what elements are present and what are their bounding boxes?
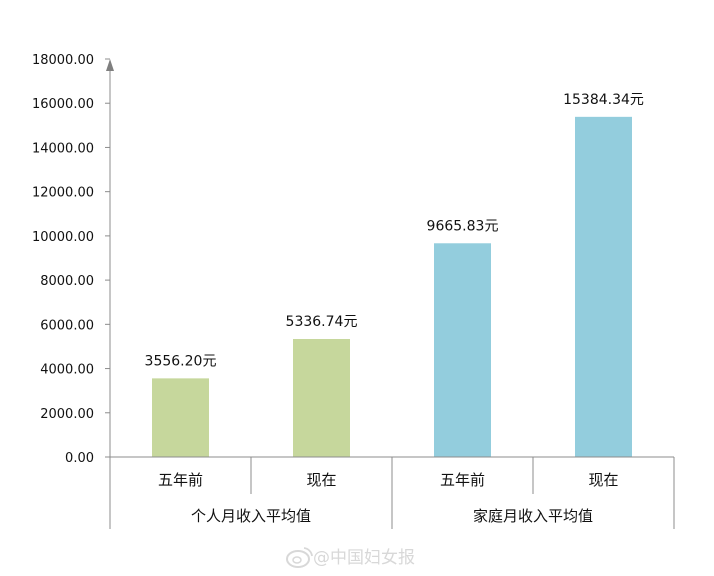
y-tick-label: 8000.00: [40, 274, 94, 289]
y-tick-label: 10000.00: [32, 230, 94, 245]
weibo-icon: [286, 547, 313, 568]
bar: [152, 378, 209, 457]
x-category-label: 五年前: [158, 471, 203, 489]
data-labels: 3556.20元 5336.74元 9665.83元 15384.34元: [145, 92, 644, 370]
bar: [575, 116, 632, 458]
y-axis-arrow-icon: [106, 59, 114, 71]
y-tick-label: 4000.00: [40, 363, 94, 378]
x-category-label: 现在: [588, 471, 618, 489]
y-tick-label: 16000.00: [32, 97, 94, 112]
bar: [434, 243, 491, 457]
watermark: @中国妇女报: [286, 547, 415, 568]
bar: [293, 338, 350, 457]
watermark-text: @中国妇女报: [313, 548, 415, 568]
y-tick-label: 2000.00: [40, 407, 94, 422]
y-tick-label: 12000.00: [32, 186, 94, 201]
data-label: 9665.83元: [427, 218, 499, 234]
data-label: 15384.34元: [563, 92, 644, 108]
x-group-label: 个人月收入平均值: [191, 507, 311, 525]
x-category-label: 五年前: [440, 471, 485, 489]
x-group-label: 家庭月收入平均值: [473, 507, 593, 525]
bars: [152, 116, 632, 458]
y-tick-label: 18000.00: [32, 53, 94, 68]
data-label: 3556.20元: [145, 353, 217, 369]
y-tick-label: 0.00: [65, 451, 94, 466]
y-tick-label: 14000.00: [32, 141, 94, 156]
y-axis: 0.00 2000.00 4000.00 6000.00 8000.00 10000.00…: [32, 53, 114, 466]
x-category-label: 现在: [306, 471, 336, 489]
y-tick-label: 6000.00: [40, 318, 94, 333]
data-label: 5336.74元: [286, 314, 358, 330]
